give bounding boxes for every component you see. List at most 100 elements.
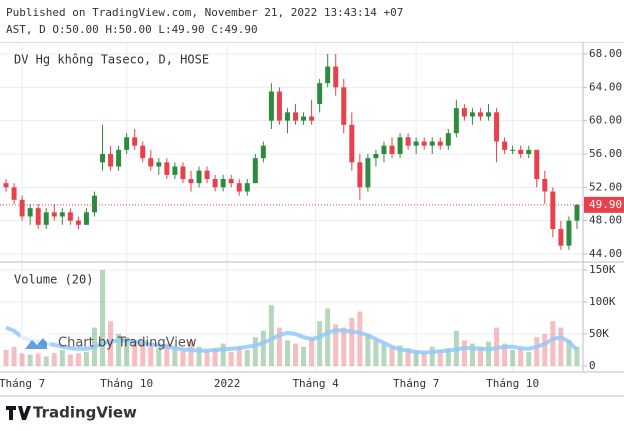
y-tick-label: 100K bbox=[589, 295, 616, 308]
candle-body bbox=[276, 91, 282, 121]
volume-bar bbox=[349, 318, 355, 366]
candle-body bbox=[284, 112, 290, 121]
volume-pane bbox=[3, 270, 580, 366]
volume-bar bbox=[67, 354, 73, 366]
brand-name: TradingView bbox=[33, 404, 137, 422]
brand: TradingView bbox=[6, 404, 137, 422]
volume-bar bbox=[510, 350, 516, 366]
legend: DV Hg không Taseco, D, HOSE bbox=[14, 53, 209, 67]
x-tick-label: Tháng 4 bbox=[292, 377, 339, 390]
candle-body bbox=[510, 149, 516, 151]
candle-body bbox=[341, 87, 347, 125]
volume-bar bbox=[566, 340, 572, 366]
volume-bar bbox=[405, 348, 411, 366]
volume-bar bbox=[325, 308, 331, 366]
y-tick-label: 60.00 bbox=[589, 114, 622, 127]
volume-bar bbox=[357, 311, 363, 366]
candle-body bbox=[268, 91, 274, 121]
candle-body bbox=[558, 229, 564, 246]
volume-bar bbox=[27, 354, 33, 366]
candle-body bbox=[180, 166, 186, 179]
x-tick-label: Tháng 7 bbox=[0, 377, 45, 390]
volume-bar bbox=[156, 348, 162, 366]
volume-bar bbox=[276, 327, 282, 366]
candle-body bbox=[461, 108, 467, 117]
y-tick-label: 68.00 bbox=[589, 47, 622, 60]
volume-bar bbox=[534, 337, 540, 366]
candle-body bbox=[188, 179, 194, 184]
volume-bar bbox=[268, 305, 274, 366]
candle-body bbox=[51, 212, 57, 217]
volume-bar bbox=[204, 350, 210, 366]
candle-body bbox=[325, 66, 331, 84]
candle-body bbox=[542, 179, 548, 192]
volume-bar bbox=[228, 351, 234, 366]
candle-body bbox=[349, 124, 355, 163]
candle-body bbox=[469, 112, 475, 117]
volume-bar bbox=[341, 327, 347, 366]
candle-body bbox=[502, 141, 508, 150]
volume-bar bbox=[51, 353, 57, 366]
volume-bar bbox=[365, 334, 371, 366]
volume-bar bbox=[236, 346, 242, 366]
volume-bar bbox=[35, 351, 41, 366]
volume-bar bbox=[550, 321, 556, 366]
volume-bar bbox=[421, 351, 427, 366]
volume-bar bbox=[75, 353, 81, 366]
volume-bar bbox=[389, 346, 395, 366]
volume-bar bbox=[301, 346, 307, 366]
candle-body bbox=[534, 149, 540, 179]
candle-body bbox=[156, 162, 162, 167]
volume-bar bbox=[542, 334, 548, 366]
watermark-icon bbox=[25, 338, 47, 349]
volume-bar bbox=[429, 346, 435, 366]
volume-bar bbox=[309, 337, 315, 366]
candle-body bbox=[228, 179, 234, 184]
candle-body bbox=[196, 170, 202, 184]
y-tick-label: 44.00 bbox=[589, 247, 622, 260]
frame bbox=[0, 42, 624, 43]
candle-body bbox=[67, 212, 73, 221]
volume-bar bbox=[333, 324, 339, 366]
candle-body bbox=[405, 137, 411, 146]
candle-body bbox=[477, 112, 483, 117]
y-tick-label: 48.00 bbox=[589, 214, 622, 227]
candle-body bbox=[486, 112, 492, 117]
candle-body bbox=[3, 183, 9, 188]
volume-bar bbox=[100, 270, 106, 366]
y-tick-label: 56.00 bbox=[589, 147, 622, 160]
candle-body bbox=[453, 108, 459, 134]
x-tick-label: Tháng 10 bbox=[100, 377, 153, 390]
candle-body bbox=[389, 145, 395, 154]
volume-bar bbox=[172, 346, 178, 366]
brand-logo bbox=[6, 406, 31, 420]
volume-bar bbox=[140, 340, 146, 366]
y-tick-label: 52.00 bbox=[589, 180, 622, 193]
candle-body bbox=[108, 154, 114, 167]
volume-bar bbox=[11, 346, 17, 366]
candle-body bbox=[260, 145, 266, 159]
candle-body bbox=[83, 212, 89, 225]
volume-bar bbox=[373, 340, 379, 366]
volume-bar bbox=[196, 346, 202, 366]
candle-body bbox=[91, 195, 97, 213]
volume-bar bbox=[558, 327, 564, 366]
volume-bar bbox=[397, 345, 403, 366]
y-tick-label: 0 bbox=[589, 359, 596, 372]
candle-body bbox=[148, 158, 154, 167]
volume-bar bbox=[148, 346, 154, 366]
volume-bar bbox=[132, 343, 138, 366]
candle-body bbox=[550, 191, 556, 229]
candle-body bbox=[518, 149, 524, 154]
candle-body bbox=[357, 162, 363, 188]
candle-body bbox=[301, 116, 307, 121]
volume-bar bbox=[461, 340, 467, 366]
volume-ma-line bbox=[5, 325, 579, 355]
y-tick-label: 150K bbox=[589, 263, 616, 276]
volume-bar bbox=[437, 350, 443, 366]
volume-bar bbox=[502, 343, 508, 366]
volume-bar bbox=[252, 337, 258, 366]
candle-body bbox=[373, 154, 379, 159]
candle-body bbox=[116, 149, 122, 167]
candle-body bbox=[11, 187, 17, 200]
